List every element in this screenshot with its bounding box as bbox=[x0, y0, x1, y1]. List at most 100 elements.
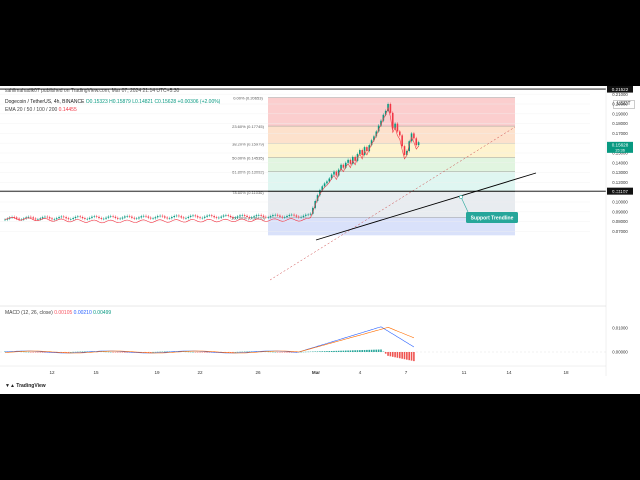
candle bbox=[88, 217, 91, 219]
candle bbox=[128, 216, 131, 217]
candle-countdown: 15:36 bbox=[615, 147, 626, 152]
candle bbox=[279, 215, 281, 217]
current-price-label: 0.15628 bbox=[612, 142, 629, 147]
fib-zone bbox=[268, 143, 515, 158]
candle bbox=[74, 216, 77, 219]
candle bbox=[145, 215, 147, 217]
signal-line bbox=[4, 326, 415, 354]
macd-histogram-bar bbox=[394, 352, 396, 358]
candle bbox=[199, 217, 201, 219]
candle bbox=[323, 183, 326, 187]
macd-value-2: 0.00210 bbox=[73, 310, 92, 316]
candle bbox=[8, 217, 11, 219]
time-tick: Mar bbox=[312, 370, 320, 375]
candle bbox=[91, 216, 93, 218]
candle bbox=[220, 216, 222, 218]
candle bbox=[15, 217, 18, 219]
tradingview-watermark: ▼▲ TradingView bbox=[5, 384, 46, 389]
macd-histogram-bar bbox=[356, 350, 359, 352]
macd-histogram-bar bbox=[399, 352, 401, 359]
macd-histogram-bar bbox=[248, 351, 251, 352]
candle bbox=[305, 214, 307, 216]
candle bbox=[265, 216, 267, 218]
candle bbox=[171, 217, 173, 219]
ohlc-values: O0.15323 H0.15879 L0.14821 C0.15628 +0.0… bbox=[85, 99, 221, 105]
candle bbox=[340, 164, 342, 170]
macd-histogram-bar bbox=[319, 351, 321, 352]
candle bbox=[337, 169, 340, 176]
macd-histogram-bar bbox=[335, 350, 338, 352]
price-tick: 0.13000 bbox=[612, 170, 628, 175]
candle bbox=[300, 216, 302, 218]
fib-zone bbox=[268, 97, 515, 127]
candle bbox=[133, 217, 136, 219]
price-chart[interactable]: 0.00% (0.20653) 23.60% (0.17745) 38.20% (0… bbox=[0, 86, 640, 394]
candle bbox=[229, 215, 232, 218]
time-tick: 11 bbox=[462, 370, 467, 375]
candle bbox=[335, 171, 338, 176]
candle bbox=[316, 195, 319, 202]
candle bbox=[196, 216, 199, 218]
currency-badge[interactable]: USDT bbox=[613, 100, 635, 109]
candle bbox=[213, 216, 215, 218]
macd-histogram-bar bbox=[326, 351, 328, 352]
macd-histogram-bar bbox=[342, 350, 345, 352]
candle bbox=[48, 217, 51, 219]
candle bbox=[246, 215, 248, 218]
macd-histogram-bar bbox=[373, 349, 375, 352]
fib-level-label: 50.00% (0.14535) bbox=[232, 156, 264, 161]
candle bbox=[326, 181, 328, 184]
candle bbox=[154, 217, 157, 219]
candle bbox=[307, 214, 309, 216]
publisher-line: sahilmahadik07 published on TradingView.… bbox=[5, 88, 180, 94]
candle bbox=[382, 114, 385, 121]
candle bbox=[368, 145, 371, 152]
ema-label[interactable]: EMA 20 / 50 / 100 / 200 bbox=[5, 107, 58, 113]
time-tick: 4 bbox=[359, 370, 362, 375]
candle bbox=[77, 216, 79, 218]
candle bbox=[283, 217, 286, 218]
candle bbox=[333, 171, 335, 175]
candle bbox=[269, 216, 272, 218]
candle bbox=[121, 217, 124, 219]
candle bbox=[413, 133, 415, 139]
candle bbox=[288, 214, 291, 216]
candle bbox=[241, 215, 244, 216]
candle bbox=[328, 178, 331, 182]
fib-level-label: 38.20% (0.15979) bbox=[232, 141, 264, 146]
candle bbox=[178, 215, 180, 217]
fib-zone bbox=[268, 157, 515, 172]
macd-label[interactable]: MACD (12, 26, close) bbox=[5, 310, 53, 316]
macd-histogram-bar bbox=[387, 352, 389, 356]
candle bbox=[321, 186, 324, 191]
macd-tick: 0.01000 bbox=[612, 326, 628, 331]
candle bbox=[415, 138, 418, 146]
macd-histogram-bar bbox=[410, 352, 413, 361]
time-tick: 26 bbox=[255, 370, 261, 375]
candle bbox=[175, 215, 178, 217]
candle bbox=[20, 219, 23, 221]
macd-histogram-bar bbox=[366, 349, 368, 352]
candle bbox=[211, 215, 213, 217]
candle bbox=[67, 218, 70, 220]
macd-line bbox=[4, 326, 415, 354]
macd-histogram-bar bbox=[377, 349, 380, 352]
macd-histogram-bar bbox=[408, 352, 410, 361]
candle bbox=[290, 214, 293, 216]
candle bbox=[100, 218, 103, 219]
support-trendline[interactable] bbox=[315, 172, 537, 241]
candle bbox=[243, 215, 246, 216]
support-trendline-label: Support Trendline bbox=[471, 216, 514, 222]
candle bbox=[417, 142, 420, 146]
time-tick: 19 bbox=[154, 370, 160, 375]
time-tick: 22 bbox=[197, 370, 203, 375]
price-tick: 0.08000 bbox=[612, 219, 628, 224]
price-tick: 0.21000 bbox=[612, 92, 628, 97]
symbol-title[interactable]: Dogecoin / TetherUS, 4h, BINANCE bbox=[5, 99, 85, 105]
candle bbox=[70, 219, 72, 220]
candle bbox=[173, 215, 175, 218]
level-price-tag bbox=[607, 86, 633, 93]
candle bbox=[95, 216, 98, 217]
candle bbox=[44, 216, 46, 218]
candle bbox=[370, 140, 373, 146]
